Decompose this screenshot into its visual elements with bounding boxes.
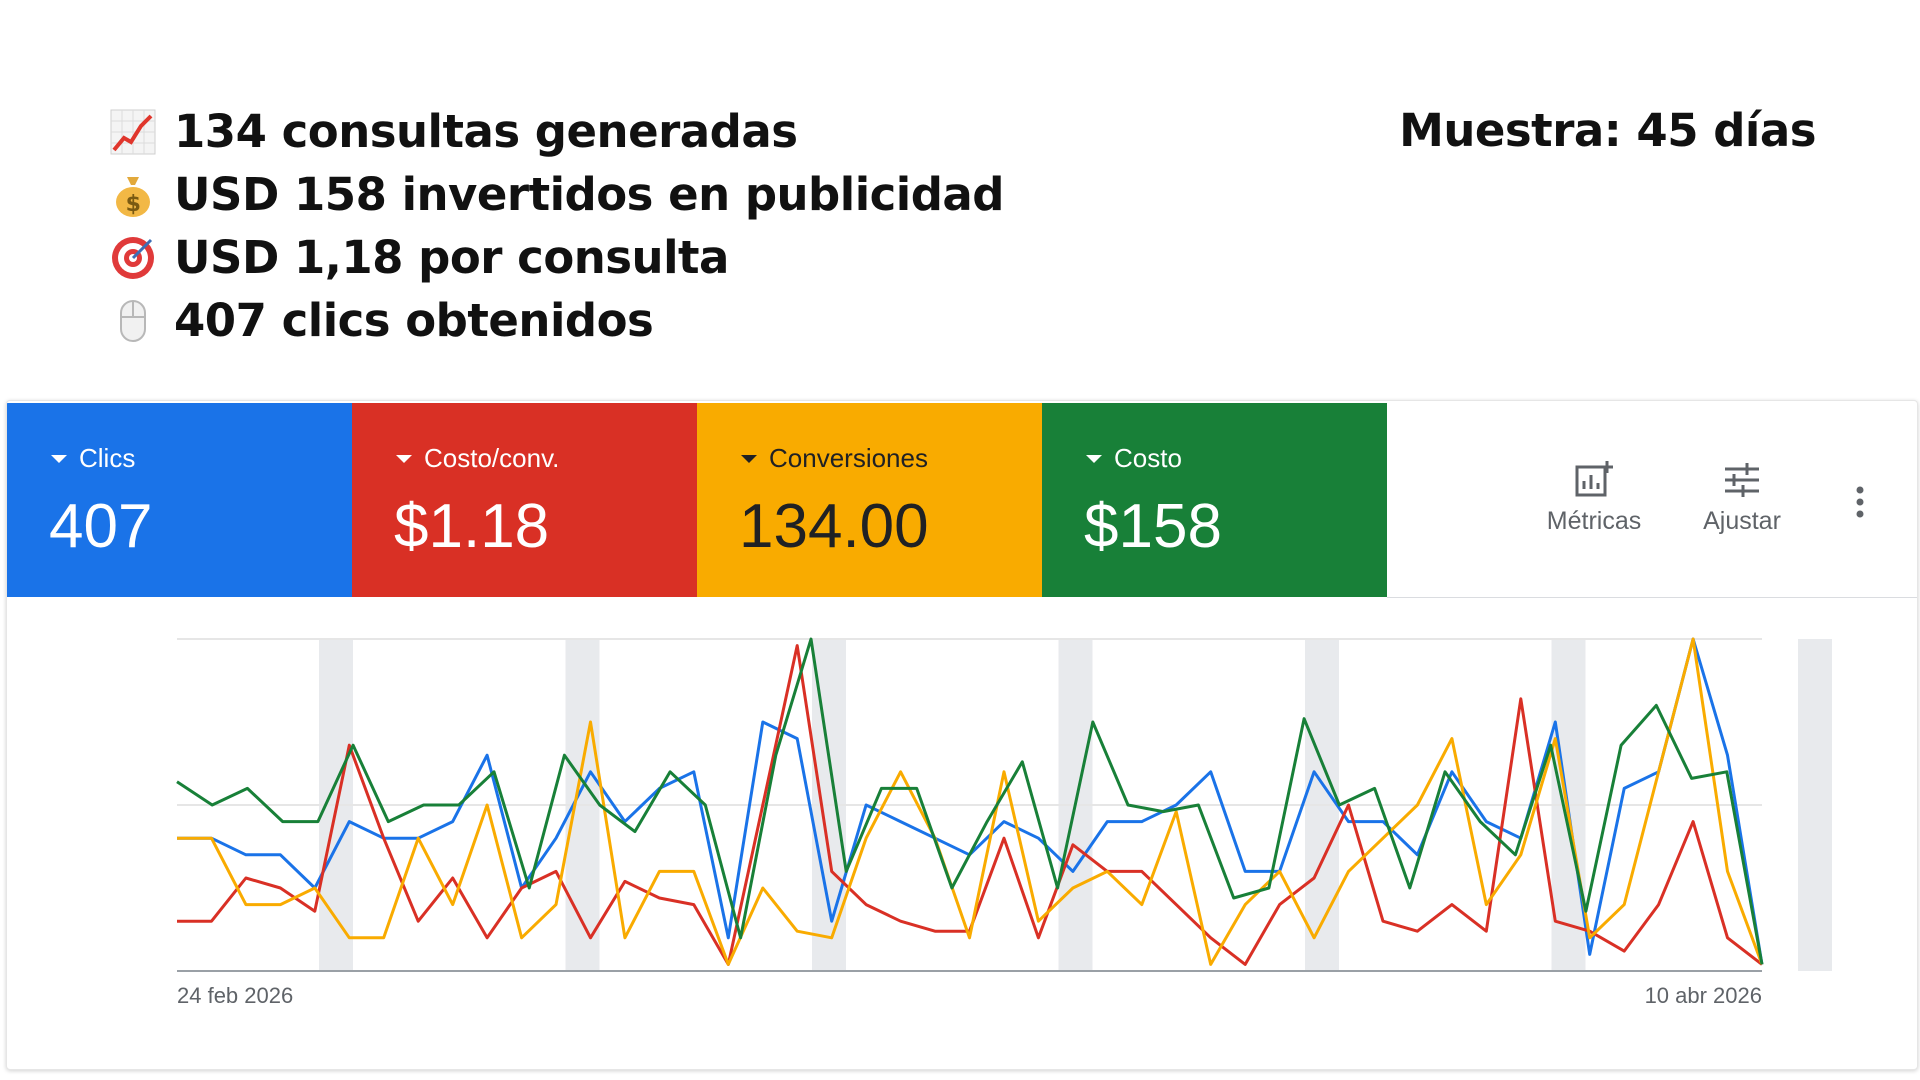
metric-value: $158 [1084,492,1222,561]
metric-label: Costo [1114,443,1182,473]
adjust-label: Ajustar [1703,507,1781,535]
caret-down-icon [1086,454,1102,463]
metric-tile-cost-per-conversion[interactable]: Costo/conv. $1.18 [352,403,697,597]
metric-value: 134.00 [739,492,929,561]
chart-series-lines [176,637,1764,966]
metrics-label: Métricas [1546,507,1642,535]
summary-line-inversion: $ USD 158 invertidos en publicidad [108,163,1005,226]
chart-toolbar: Métricas Ajustar [1387,403,1917,598]
metric-tile-header: Costo [1086,443,1182,474]
add-chart-icon [1575,461,1613,497]
series-line-costo [176,637,1764,965]
caret-down-icon [51,454,67,463]
series-line-conversiones [177,637,1764,966]
metric-value: 407 [49,492,153,561]
svg-text:$: $ [126,192,141,217]
metric-label: Costo/conv. [424,443,560,473]
metrics-button[interactable]: Métricas [1529,459,1659,536]
metric-label: Clics [79,443,136,473]
summary-line-consultas: 134 consultas generadas [108,100,1004,163]
money-bag-icon: $ [108,170,158,220]
metric-label: Conversiones [769,443,928,473]
metric-tiles: Clics 407 Costo/conv. $1.18 Conversiones… [7,403,1917,598]
metric-value: $1.18 [394,492,550,561]
metric-tile-clicks[interactable]: Clics 407 [7,403,352,597]
caret-down-icon [741,454,757,463]
metric-tile-header: Clics [51,443,135,474]
x-axis-end-label: 10 abr 2026 [1645,983,1762,1008]
summary-text-inversion: USD 158 invertidos en publicidad [174,168,1005,221]
caret-down-icon [396,454,412,463]
summary-text-costo-consulta: USD 1,18 por consulta [174,231,729,284]
chart-increasing-icon [108,107,158,157]
more-vert-icon[interactable] [1845,483,1875,523]
x-axis-start-label: 24 feb 2026 [177,983,293,1008]
summary-line-costo-consulta: USD 1,18 por consulta [108,226,1004,289]
results-summary: 134 consultas generadas $ USD 158 invert… [108,100,1005,352]
summary-line-clics: 407 clics obtenidos [108,289,1004,352]
metric-tile-header: Costo/conv. [396,443,559,474]
summary-text-consultas: 134 consultas generadas [174,105,798,158]
adjust-button[interactable]: Ajustar [1677,459,1807,536]
metric-tile-header: Conversiones [741,443,928,474]
target-icon [108,233,158,283]
summary-text-clics: 407 clics obtenidos [174,294,654,347]
metric-tile-cost[interactable]: Costo $158 [1042,403,1387,597]
sample-period: Muestra: 45 días [1399,104,1816,157]
weekend-band [1798,639,1832,971]
tune-icon [1725,463,1759,497]
chart-gridlines [177,638,1762,972]
mouse-icon [108,296,158,346]
performance-line-chart: 24 feb 2026 10 abr 2026 [176,637,1832,1008]
metric-tile-conversions[interactable]: Conversiones 134.00 [697,403,1042,597]
performance-card: Clics 407 Costo/conv. $1.18 Conversiones… [6,400,1918,1070]
